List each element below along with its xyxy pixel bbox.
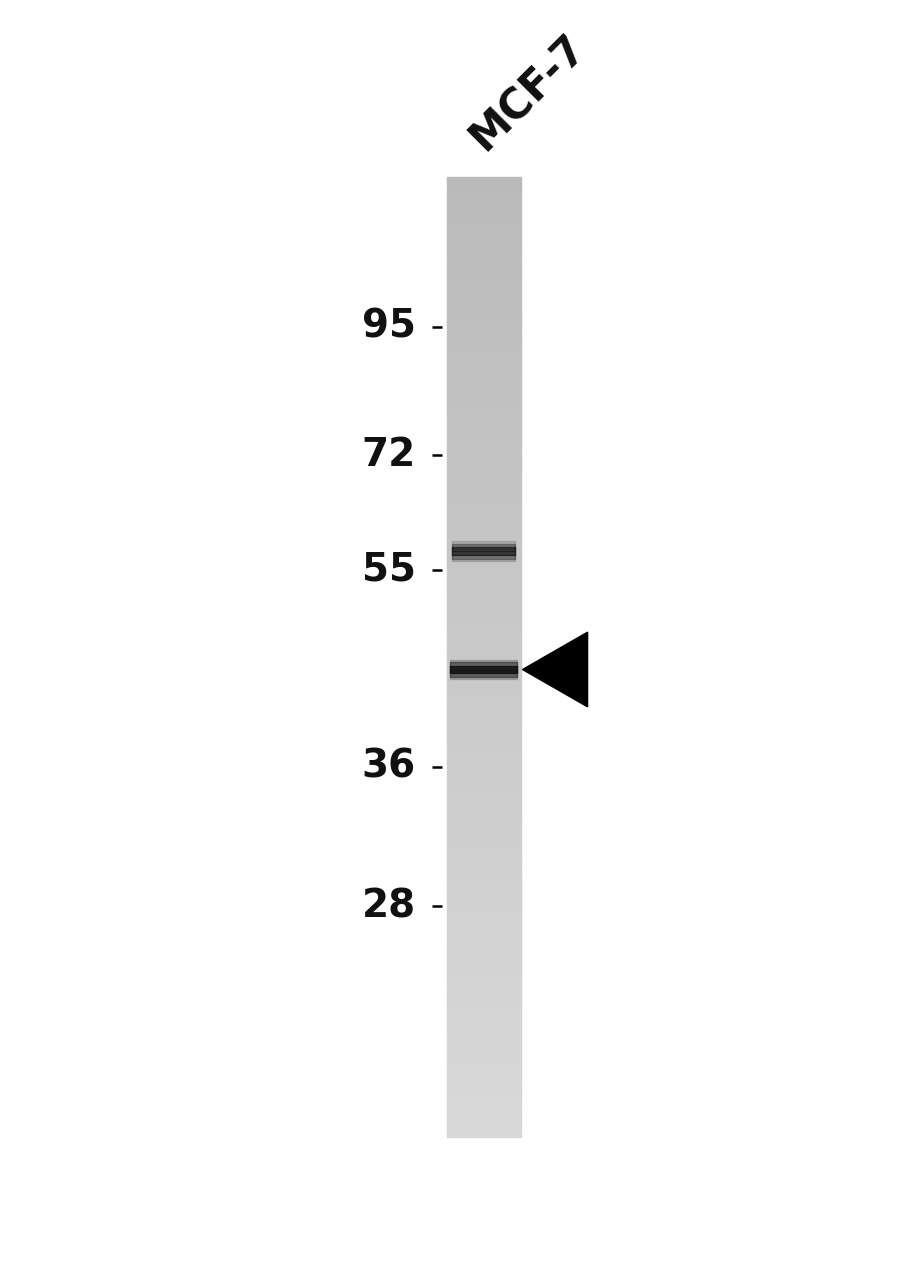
Text: 55: 55 [361, 550, 415, 589]
Polygon shape [522, 632, 587, 707]
Text: MCF-7: MCF-7 [461, 26, 593, 159]
Text: 28: 28 [361, 887, 415, 925]
Text: 95: 95 [361, 308, 415, 346]
Text: 72: 72 [361, 436, 415, 474]
Text: 36: 36 [361, 748, 415, 786]
